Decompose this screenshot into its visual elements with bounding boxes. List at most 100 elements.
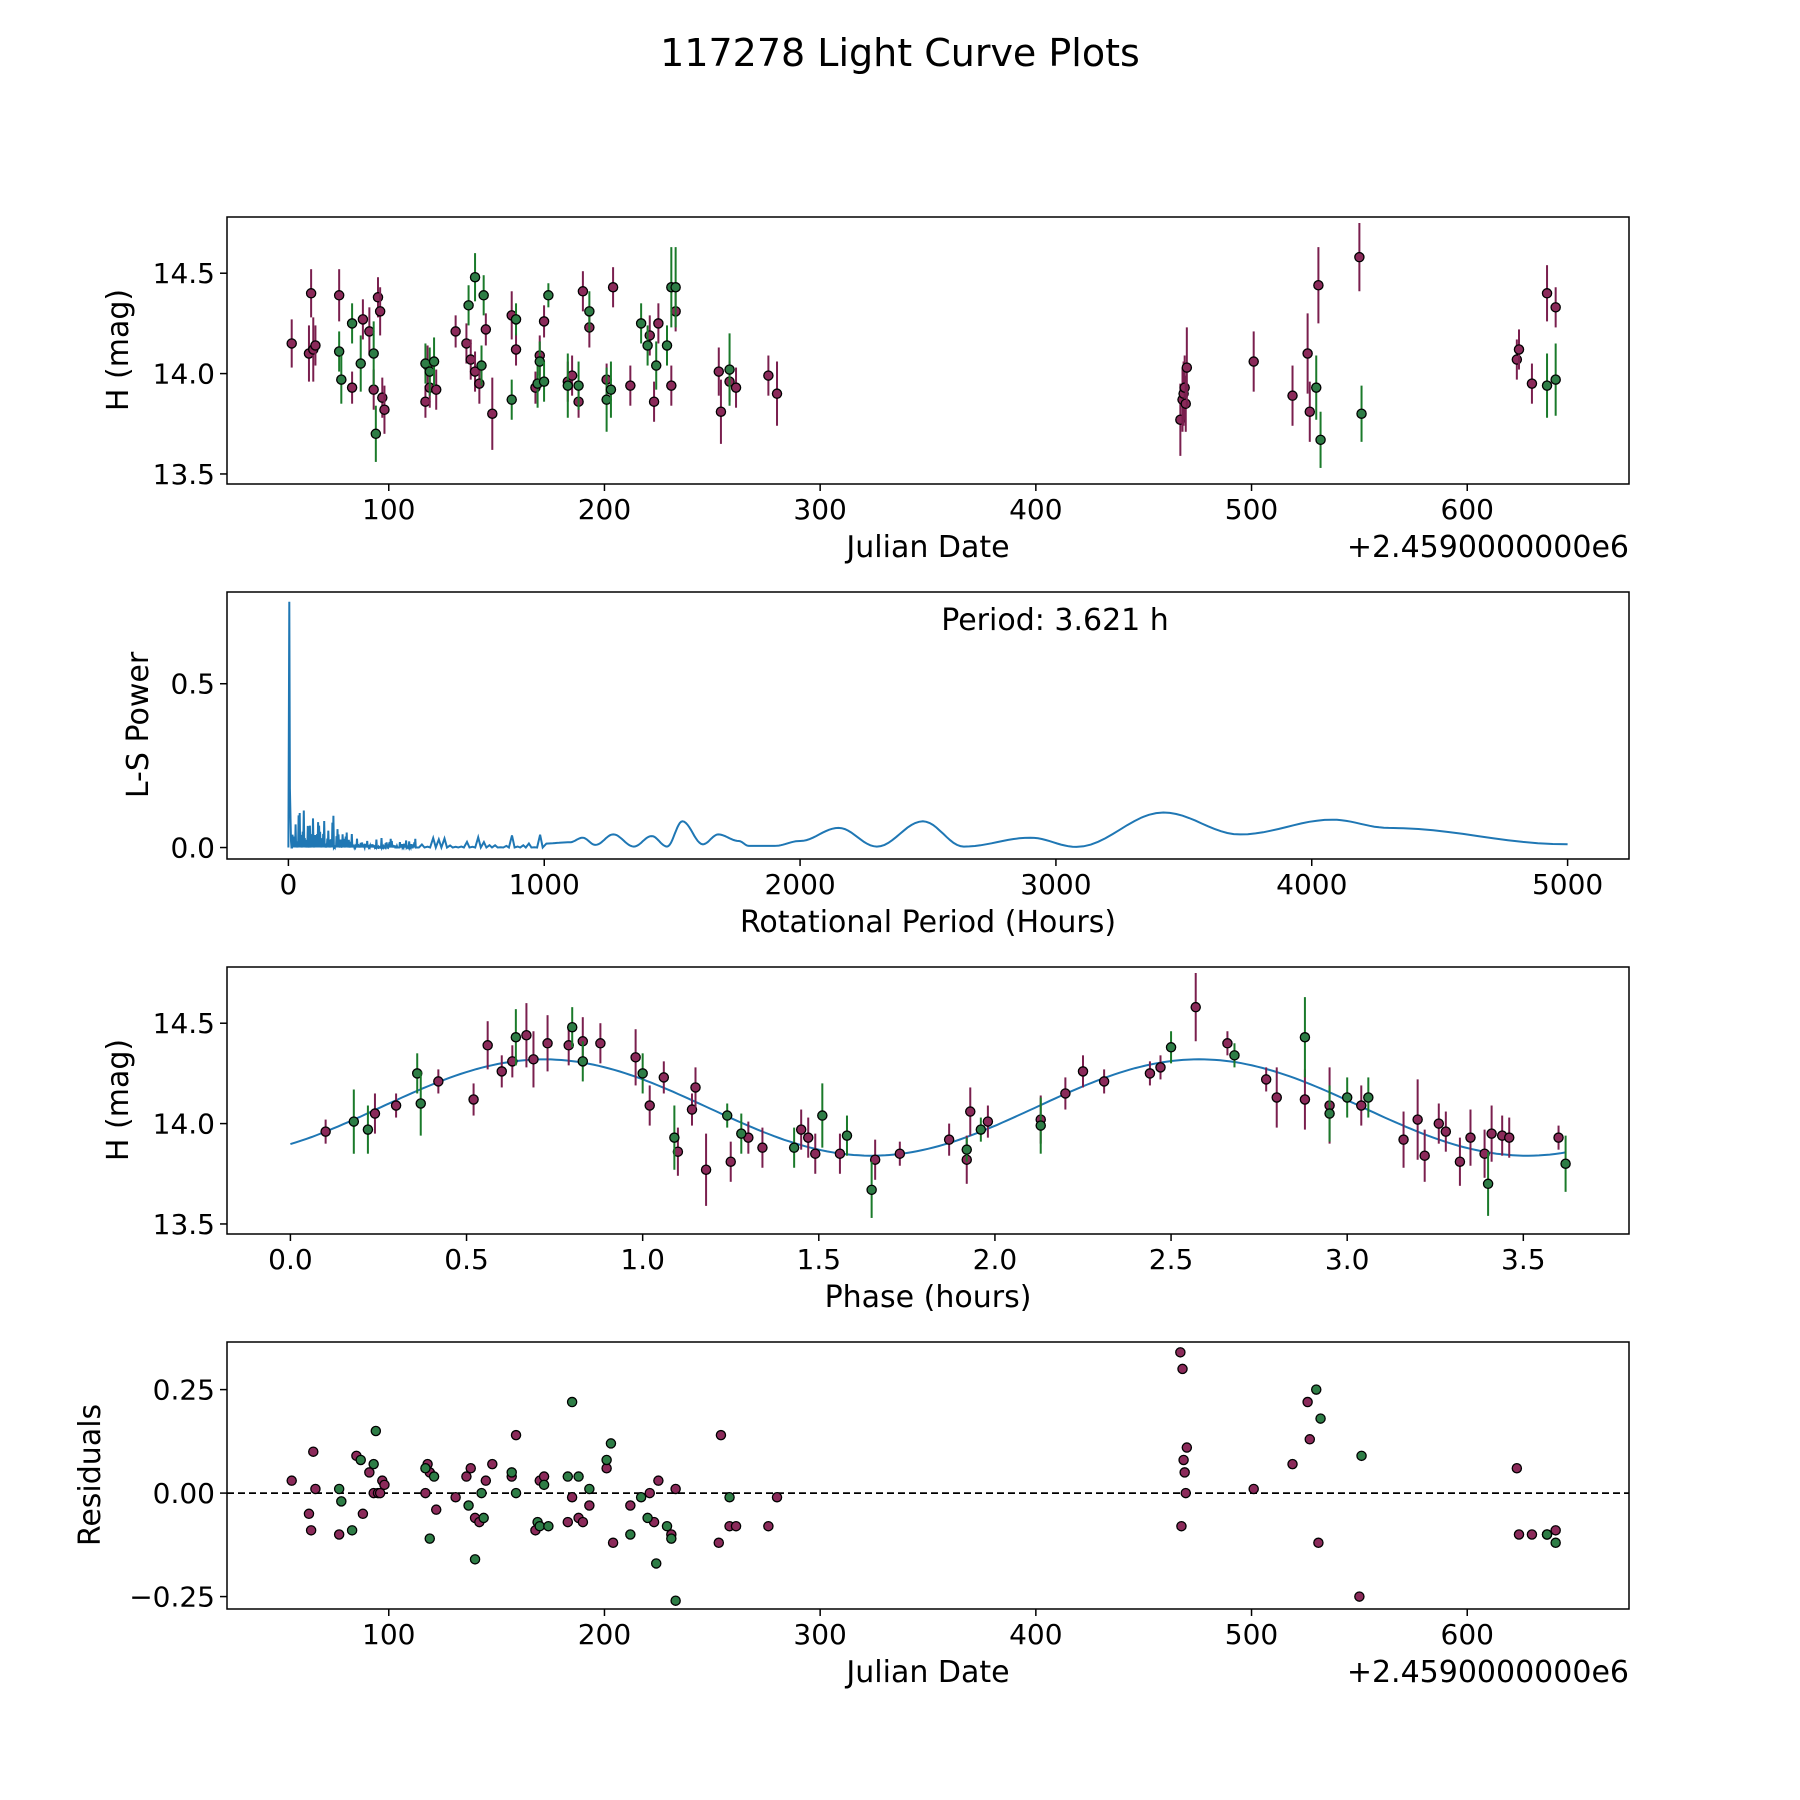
data-point <box>653 1475 664 1486</box>
data-point <box>1433 1118 1445 1129</box>
data-point <box>1412 1114 1423 1125</box>
data-point <box>1299 1032 1311 1043</box>
data-point <box>390 1100 402 1111</box>
data-point <box>1550 302 1561 313</box>
y-tick-label: 14.5 <box>153 1007 215 1040</box>
y-tick-label: 14.0 <box>153 358 215 391</box>
data-point <box>430 1504 442 1515</box>
data-point <box>577 1056 589 1067</box>
x-tick-label: 2.0 <box>973 1243 1018 1276</box>
data-point <box>1310 1384 1322 1395</box>
data-point <box>894 1148 906 1159</box>
data-point <box>480 324 492 335</box>
data-point <box>721 1110 733 1121</box>
data-point <box>715 406 727 417</box>
data-point <box>1541 380 1553 391</box>
data-point <box>1248 1483 1259 1495</box>
x-tick-label: 500 <box>1225 1618 1278 1651</box>
data-point <box>1180 398 1192 409</box>
figure-title: 117278 Light Curve Plots <box>660 31 1140 75</box>
periodogram-ticks: 0 1000 2000 3000 4000 5000 0.0 0.5 <box>170 668 1603 901</box>
data-point <box>690 1082 701 1093</box>
data-point <box>1302 348 1313 359</box>
data-point <box>1526 378 1538 389</box>
panel-lightcurve: 100 200 300 400 500 600 13.5 14.0 14.5 Julian Da… <box>101 216 1630 565</box>
data-point <box>528 1054 539 1065</box>
x-tick-label: 100 <box>362 493 415 526</box>
data-point <box>430 384 442 395</box>
data-point <box>601 1454 612 1466</box>
data-point <box>562 1516 574 1528</box>
x-tick-label: 600 <box>1441 1618 1494 1651</box>
data-point <box>648 396 660 407</box>
data-point <box>607 1537 619 1549</box>
data-point <box>817 1110 828 1121</box>
data-point <box>534 356 546 367</box>
phase-fold-ylabel: H (mag) <box>101 1039 136 1161</box>
data-point <box>713 366 725 377</box>
data-point <box>644 1487 656 1499</box>
data-point <box>1299 1094 1311 1105</box>
data-point <box>428 356 440 367</box>
x-tick-label: 1.5 <box>797 1243 842 1276</box>
lightcurve-ticks: 100 200 300 400 500 600 13.5 14.0 14.5 <box>153 257 1494 526</box>
lightcurve-axes-frame <box>226 216 1630 485</box>
data-point <box>450 326 461 337</box>
data-point <box>333 290 345 301</box>
data-point <box>635 318 647 329</box>
data-point <box>336 1496 347 1507</box>
data-point <box>715 1429 727 1441</box>
data-point <box>975 1124 987 1135</box>
data-point <box>411 1068 423 1079</box>
data-point <box>1511 1463 1523 1474</box>
data-point <box>1550 374 1561 385</box>
data-point <box>357 1508 369 1520</box>
data-point <box>607 282 619 293</box>
data-point <box>420 1463 431 1474</box>
data-point <box>506 1467 517 1478</box>
data-point <box>480 1475 492 1486</box>
data-point <box>336 374 347 385</box>
data-point <box>1271 1092 1282 1103</box>
y-tick-label: 13.5 <box>153 1208 215 1241</box>
data-point <box>635 1491 647 1503</box>
y-tick-label: 14.5 <box>153 257 215 290</box>
data-point <box>644 1100 655 1111</box>
data-point <box>1550 1537 1561 1549</box>
data-point <box>368 348 379 359</box>
data-point <box>310 340 321 351</box>
data-point <box>577 1516 589 1528</box>
data-point <box>362 1124 374 1135</box>
x-tick-label: 4000 <box>1276 868 1347 901</box>
x-tick-label: 0 <box>279 868 297 901</box>
data-point <box>1356 1100 1367 1111</box>
data-point <box>465 354 476 365</box>
data-point <box>1513 344 1525 355</box>
data-point <box>1177 1363 1188 1375</box>
data-point <box>670 282 681 293</box>
data-point <box>670 1595 681 1606</box>
data-point <box>286 1475 297 1486</box>
data-point <box>474 378 485 389</box>
residuals-x-offset: +2.4590000000e6 <box>1347 1655 1629 1690</box>
data-point <box>584 306 595 317</box>
x-tick-label: 600 <box>1441 493 1494 526</box>
data-point <box>424 366 436 377</box>
x-tick-label: 400 <box>1009 1618 1062 1651</box>
x-tick-label: 0.0 <box>268 1243 313 1276</box>
data-point <box>661 1520 673 1532</box>
x-tick-label: 200 <box>578 493 631 526</box>
residuals-xlabel: Julian Date <box>844 1655 1009 1690</box>
data-point <box>305 288 317 299</box>
residuals-ticks: 100 200 300 400 500 600 −0.25 0.00 0.25 <box>129 1374 1494 1651</box>
data-point <box>374 306 386 317</box>
series-filter-b <box>333 1384 1561 1606</box>
data-point <box>670 1483 681 1495</box>
data-point <box>461 338 472 349</box>
data-point <box>487 408 498 419</box>
data-point <box>1287 1458 1298 1470</box>
data-point <box>961 1144 972 1155</box>
data-point <box>1315 434 1326 446</box>
data-point <box>476 1487 487 1499</box>
